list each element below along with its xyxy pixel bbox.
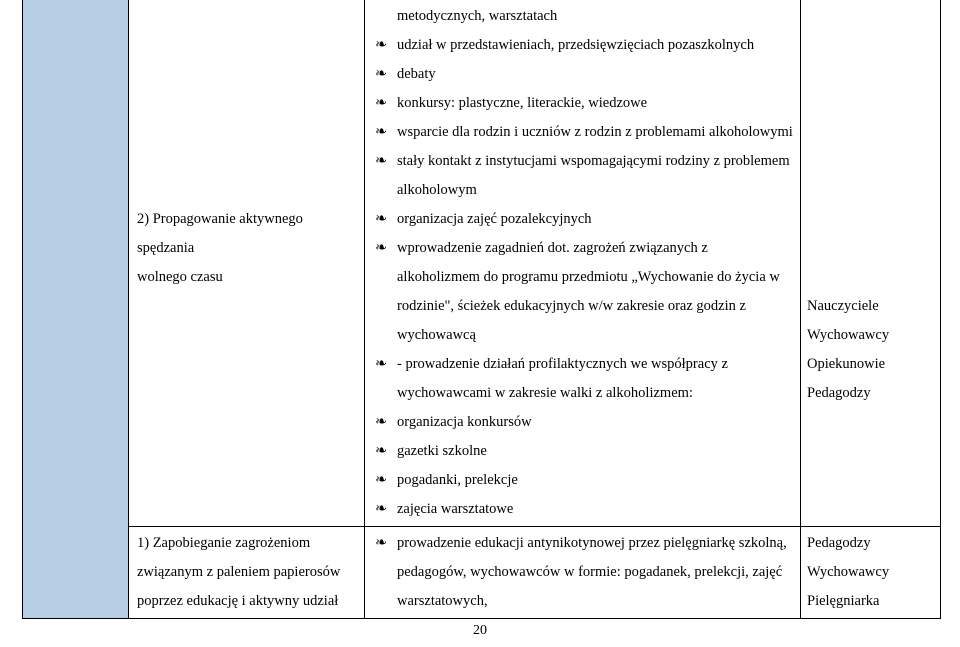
list-item-text: pogadanki, prelekcje xyxy=(397,472,518,488)
list-item: ❧ debaty xyxy=(373,60,794,89)
role-text: Pedagodzy xyxy=(807,379,936,408)
list-item: ❧ gazetki szkolne xyxy=(373,437,794,466)
bullet-icon: ❧ xyxy=(375,89,387,118)
bullet-icon: ❧ xyxy=(375,118,387,147)
row2-col1: 1) Zapobieganie zagrożeniomzwiązanym z p… xyxy=(129,527,365,619)
bullet-icon: ❧ xyxy=(375,205,387,234)
cell-text: związanym z paleniem papierosów xyxy=(137,558,358,587)
cell-text: 2) Propagowanie aktywnego spędzania xyxy=(137,205,358,263)
list-item-text: gazetki szkolne xyxy=(397,443,487,459)
list-item: ❧ wsparcie dla rodzin i uczniów z rodzin … xyxy=(373,118,794,147)
role-text: Nauczyciele xyxy=(807,292,936,321)
bullet-icon: ❧ xyxy=(375,408,387,437)
list-item: ❧ organizacja zajęć pozalekcyjnych xyxy=(373,205,794,234)
bullet-icon: ❧ xyxy=(375,529,387,558)
list-item: ❧ konkursy: plastyczne, literackie, wiedz… xyxy=(373,89,794,118)
list-item: ❧ prowadzenie edukacji antynikotynowej pr… xyxy=(373,529,794,616)
row1-bullet-list: metodycznych, warsztatach ❧ udział w przed… xyxy=(373,2,794,524)
list-item-text: debaty xyxy=(397,66,436,82)
list-item: metodycznych, warsztatach xyxy=(373,2,794,31)
row1-col2: metodycznych, warsztatach ❧ udział w przed… xyxy=(365,0,801,527)
list-item-text: prowadzenie edukacji antynikotynowej prz… xyxy=(397,535,787,609)
bullet-icon: ❧ xyxy=(375,147,387,176)
list-item-text: stały kontakt z instytucjami wspomagając… xyxy=(397,153,790,198)
list-item: ❧ udział w przedstawieniach, przedsięwzię… xyxy=(373,31,794,60)
row1-col3: NauczycieleWychowawcyOpiekunowiePedagodz… xyxy=(801,0,941,527)
bullet-icon: ❧ xyxy=(375,31,387,60)
list-item-text: metodycznych, warsztatach xyxy=(397,8,557,24)
list-item: ❧ wprowadzenie zagadnień dot. zagrożeń zw… xyxy=(373,234,794,350)
bullet-icon: ❧ xyxy=(375,437,387,466)
row2-bullet-list: ❧ prowadzenie edukacji antynikotynowej pr… xyxy=(373,529,794,616)
cell-text: poprzez edukację i aktywny udział xyxy=(137,587,358,616)
list-item-text: organizacja zajęć pozalekcyjnych xyxy=(397,211,592,227)
row2-col3: PedagodzyWychowawcyPielęgniarka xyxy=(801,527,941,619)
list-item-text: wprowadzenie zagadnień dot. zagrożeń zwi… xyxy=(397,240,780,343)
role-text: Wychowawcy xyxy=(807,321,936,350)
page-number: 20 xyxy=(0,623,960,639)
list-item: ❧ organizacja konkursów xyxy=(373,408,794,437)
table-row: 1) Zapobieganie zagrożeniomzwiązanym z p… xyxy=(23,527,941,619)
list-item-text: udział w przedstawieniach, przedsięwzięc… xyxy=(397,37,754,53)
cell-text: 1) Zapobieganie zagrożeniom xyxy=(137,529,358,558)
sidebar-cell: III. PROFILAKTYKA xyxy=(23,0,129,619)
role-text: Pielęgniarka xyxy=(807,587,936,616)
list-item: ❧ zajęcia warsztatowe xyxy=(373,495,794,524)
list-item-text: organizacja konkursów xyxy=(397,414,532,430)
list-item-text: zajęcia warsztatowe xyxy=(397,501,513,517)
bullet-icon: ❧ xyxy=(375,350,387,379)
bullet-icon: ❧ xyxy=(375,234,387,263)
row2-col2: ❧ prowadzenie edukacji antynikotynowej pr… xyxy=(365,527,801,619)
list-item-text: - prowadzenie działań profilaktycznych w… xyxy=(397,356,728,401)
bullet-icon: ❧ xyxy=(375,60,387,89)
bullet-icon: ❧ xyxy=(375,495,387,524)
role-text: Opiekunowie xyxy=(807,350,936,379)
bullet-icon: ❧ xyxy=(375,466,387,495)
cell-text: wolnego czasu xyxy=(137,263,358,292)
role-text: Pedagodzy xyxy=(807,529,936,558)
role-text: Wychowawcy xyxy=(807,558,936,587)
table-row: III. PROFILAKTYKA 2) Propagowanie aktywn… xyxy=(23,0,941,527)
list-item-text: konkursy: plastyczne, literackie, wiedzo… xyxy=(397,95,647,111)
list-item: ❧ stały kontakt z instytucjami wspomagają… xyxy=(373,147,794,205)
document-table: III. PROFILAKTYKA 2) Propagowanie aktywn… xyxy=(22,0,941,619)
list-item: ❧ - prowadzenie działań profilaktycznych … xyxy=(373,350,794,408)
list-item: ❧ pogadanki, prelekcje xyxy=(373,466,794,495)
row1-col1: 2) Propagowanie aktywnego spędzaniawolne… xyxy=(129,0,365,527)
list-item-text: wsparcie dla rodzin i uczniów z rodzin z… xyxy=(397,124,793,140)
